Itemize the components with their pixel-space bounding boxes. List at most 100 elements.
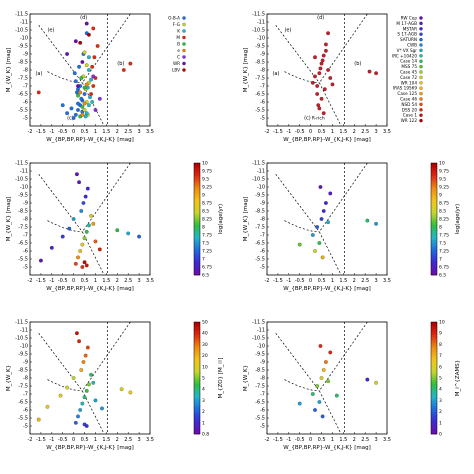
data-point xyxy=(89,213,93,218)
colorbar-segment xyxy=(431,273,437,276)
colorbar-segment xyxy=(431,363,437,366)
y-tick-label: -7 xyxy=(23,84,28,90)
panel-top-left: (a) (b) (c) (d) (e) -2 -1.5 -1 -0.5 0 0.5 1 1.5 2 2.5 3… xyxy=(6,12,186,143)
plot-frame xyxy=(266,321,388,435)
x-tick-label: 1.5 xyxy=(102,129,110,135)
y-tick-label: -5 xyxy=(260,116,265,122)
legend-marker xyxy=(419,75,423,80)
boundary-line-ae xyxy=(275,24,320,84)
data-point xyxy=(324,201,328,205)
colorbar-tick-label: 10 xyxy=(439,320,445,326)
legend-entry: Case 45 xyxy=(400,70,417,75)
colorbar-segment xyxy=(431,357,437,360)
panel-middle-right: -2 -1.5 -1 -0.5 0 0.5 1 1.5 2 2.5 3 3.5 -11.5 -11 -10.… xyxy=(243,161,461,293)
legend-marker xyxy=(419,70,423,74)
colorbar-segment xyxy=(431,413,437,416)
data-point xyxy=(326,379,330,384)
colorbar-segment xyxy=(194,166,200,169)
y-tick-label: -8.5 xyxy=(255,209,265,215)
data-point xyxy=(83,194,88,199)
colorbar-segment xyxy=(194,364,200,368)
y-tick-label: -6 xyxy=(23,100,28,106)
legend-marker xyxy=(419,59,423,63)
data-point xyxy=(317,241,322,245)
y-tick-label: -11 xyxy=(257,20,265,26)
data-point xyxy=(82,92,87,96)
boundary-curve-a xyxy=(47,220,83,233)
legend-marker xyxy=(182,35,186,40)
y-tick-label: -6.5 xyxy=(18,241,28,247)
legend-marker xyxy=(182,42,186,46)
data-point xyxy=(80,401,85,406)
colorbar-segment xyxy=(431,400,437,403)
legend-marker xyxy=(419,81,423,85)
colorbar-segment xyxy=(431,189,437,192)
boundary-line-ae xyxy=(275,173,320,233)
data-point xyxy=(71,376,76,380)
colorbar-segment xyxy=(431,265,437,268)
colorbar-segment xyxy=(194,211,200,214)
y-tick-label: -7.5 xyxy=(255,76,265,82)
colorbar-segment xyxy=(431,176,437,179)
colorbar-tick-label: 8.5 xyxy=(439,209,446,215)
y-tick-label: -5 xyxy=(260,265,265,271)
colorbar-segment xyxy=(431,411,437,414)
data-point xyxy=(374,380,378,385)
colorbar-tick-label: 3 xyxy=(202,398,205,404)
data-point xyxy=(115,228,120,233)
colorbar-tick-label: 9.25 xyxy=(439,185,449,191)
colorbar-segment xyxy=(194,228,200,231)
colorbar-frame xyxy=(430,321,438,435)
y-axis-label: M_{W_K} xyxy=(243,365,249,391)
colorbar-segment xyxy=(194,271,200,274)
colorbar-segment xyxy=(431,432,437,435)
y-tick-label: -11.5 xyxy=(15,12,28,18)
colorbar-segment xyxy=(194,396,200,399)
data-point xyxy=(76,84,80,88)
colorbar-segment xyxy=(194,247,200,250)
x-tick-label: 3 xyxy=(374,278,377,284)
colorbar-segment xyxy=(431,235,437,238)
x-axis-label: W_{BP,BP,RP}-W_{K,J-K} [mag] xyxy=(46,445,134,451)
colorbar-segment xyxy=(431,187,437,190)
colorbar-segment xyxy=(194,350,200,353)
colorbar-segment xyxy=(194,424,200,427)
data-point xyxy=(82,101,87,106)
colorbar-segment xyxy=(431,185,437,188)
data-point xyxy=(319,96,324,101)
data-point xyxy=(75,90,79,95)
data-point xyxy=(87,32,91,37)
y-tick-label: -7.5 xyxy=(18,76,28,82)
colorbar-segment xyxy=(194,273,200,276)
colorbar-segment xyxy=(194,420,200,424)
y-tick-label: -5.5 xyxy=(18,416,28,422)
x-tick-label: 3 xyxy=(374,437,377,443)
data-point xyxy=(79,368,84,372)
data-point xyxy=(76,108,80,112)
region-label: (d) xyxy=(80,15,87,21)
x-tick-label: 1.5 xyxy=(102,278,110,284)
x-tick-label: 1 xyxy=(94,437,97,443)
y-tick-label: -8 xyxy=(260,68,265,74)
data-point xyxy=(313,249,317,253)
y-tick-label: -10 xyxy=(20,185,28,191)
y-tick-label: -6 xyxy=(260,408,265,414)
data-point xyxy=(93,398,98,403)
colorbar-segment xyxy=(194,366,200,369)
colorbar-segment xyxy=(431,192,437,196)
colorbar-label: M_i^{ZAMS} xyxy=(455,360,461,396)
data-point xyxy=(73,420,78,425)
data-point xyxy=(297,401,302,406)
legend-marker xyxy=(419,97,423,101)
colorbar-segment xyxy=(194,235,200,238)
colorbar-segment xyxy=(194,357,200,360)
colorbar-tick-label: 9 xyxy=(202,193,205,199)
legend-entry: Case 125 xyxy=(397,91,417,96)
region-label: (c) xyxy=(67,116,74,122)
data-point xyxy=(76,414,80,419)
colorbar-segment xyxy=(194,213,200,216)
colorbar-segment xyxy=(431,205,437,209)
y-tick-label: -10.5 xyxy=(15,28,28,34)
colorbar-segment xyxy=(194,333,200,336)
data-point xyxy=(84,82,89,87)
